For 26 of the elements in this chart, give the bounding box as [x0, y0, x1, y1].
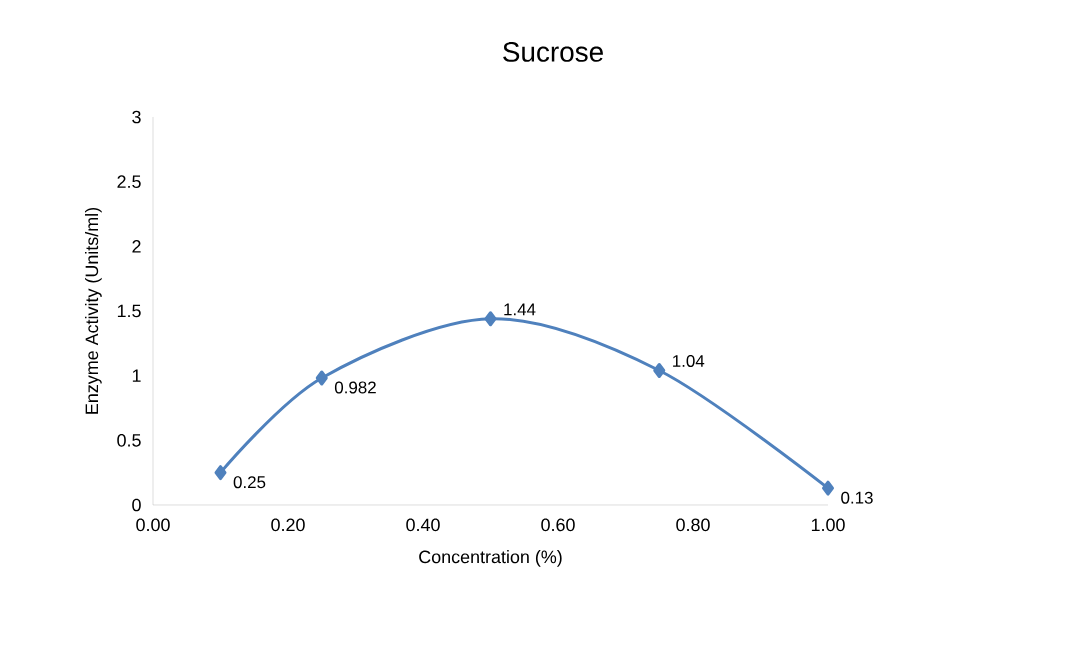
y-tick-label: 1: [132, 369, 141, 382]
y-axis-title: Enzyme Activity (Units/ml): [85, 208, 102, 414]
x-tick-label: 0.80: [676, 518, 710, 532]
y-tick-label: 2.5: [117, 175, 141, 188]
y-tick-label: 0.5: [117, 433, 141, 447]
x-tick-label: 0.40: [406, 518, 440, 532]
y-tick-label: 0: [132, 498, 141, 512]
data-label: 0.13: [841, 491, 873, 504]
x-tick-label: 0.00: [136, 518, 170, 532]
chart-title: Sucrose: [503, 42, 603, 62]
x-tick-label: 1.00: [811, 518, 845, 532]
point: [315, 370, 328, 386]
data-label: 1.04: [673, 354, 705, 367]
point: [653, 362, 666, 378]
x-axis-title: Concentration (%): [419, 550, 562, 567]
y-tick-label: 3: [132, 110, 141, 124]
x-tick-label: 0.60: [541, 518, 575, 532]
y-tick-label: 2: [132, 240, 141, 253]
data-label: 0.982: [334, 381, 376, 394]
point: [484, 311, 497, 327]
point: [822, 480, 835, 496]
point: [214, 465, 227, 481]
data-label: 1.44: [504, 303, 536, 316]
y-tick-label: 1.5: [117, 304, 141, 318]
x-tick-label: 0.20: [271, 518, 305, 532]
data-label: 0.25: [233, 476, 266, 489]
